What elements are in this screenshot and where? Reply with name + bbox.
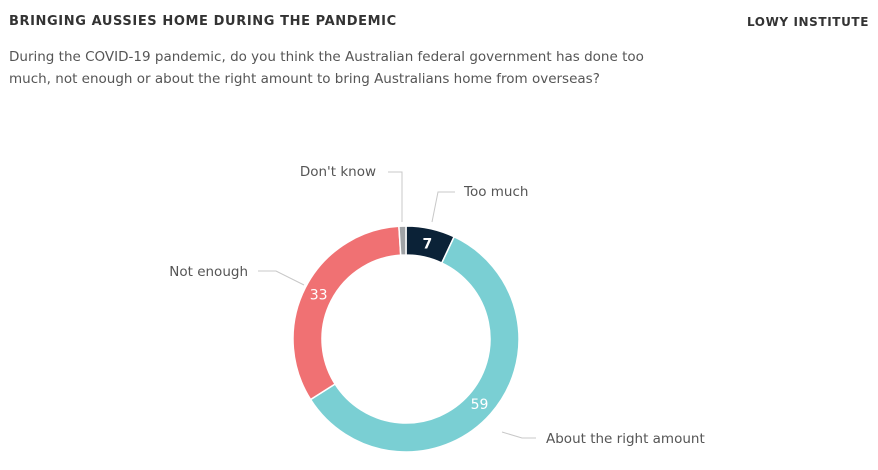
connector-about-the-right-amount [501, 431, 536, 439]
value-too-much: 7 [423, 236, 433, 252]
label-about-the-right-amount: About the right amount [546, 431, 705, 447]
chart-subtitle: During the COVID-19 pandemic, do you thi… [9, 49, 644, 87]
connector-don-t-know [388, 171, 403, 222]
connector-not-enough [258, 270, 305, 286]
value-about-the-right-amount: 59 [471, 397, 489, 413]
slice-about-the-right-amount[interactable] [309, 235, 520, 453]
label-don-t-know: Don't know [300, 164, 376, 180]
value-not-enough: 33 [310, 288, 328, 304]
brand-logo-text: LOWY INSTITUTE [746, 15, 869, 29]
chart-title: BRINGING AUSSIES HOME DURING THE PANDEMI… [9, 14, 397, 29]
label-not-enough: Not enough [169, 264, 248, 280]
slice-not-enough[interactable] [292, 225, 402, 401]
label-too-much: Too much [463, 184, 528, 200]
slice-don-t-know[interactable] [398, 225, 407, 256]
connector-too-much [431, 191, 455, 223]
